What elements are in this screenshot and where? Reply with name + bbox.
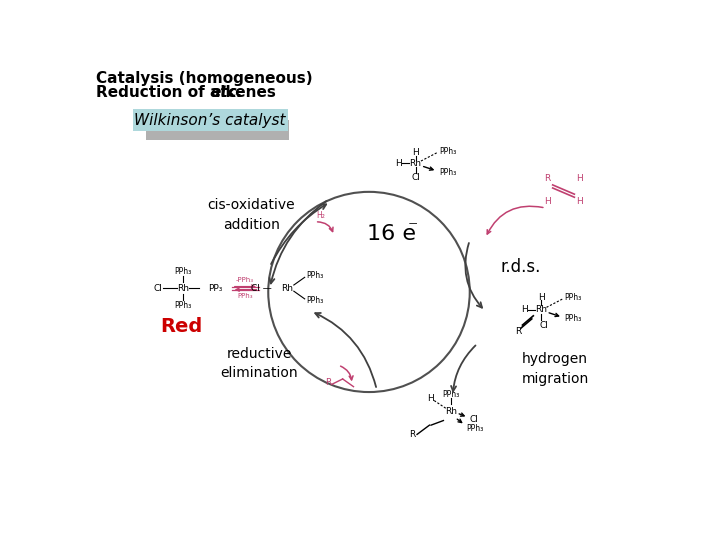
Text: H: H [577, 174, 583, 183]
Text: etc.: etc. [210, 85, 243, 100]
Text: Rh: Rh [535, 305, 547, 314]
Text: H: H [521, 305, 527, 314]
Text: Rh: Rh [282, 284, 294, 293]
Text: Red: Red [160, 317, 202, 336]
Text: Cl: Cl [469, 415, 479, 423]
Text: 16 e: 16 e [367, 224, 416, 244]
Text: reductive
elimination: reductive elimination [220, 347, 298, 380]
Text: PPh₃: PPh₃ [306, 271, 323, 280]
Text: H: H [577, 197, 583, 206]
Text: cis-oxidative
addition: cis-oxidative addition [207, 198, 295, 232]
Text: r.d.s.: r.d.s. [500, 258, 541, 275]
Text: hydrogen
migration: hydrogen migration [521, 352, 589, 386]
Text: PPh₃: PPh₃ [174, 267, 192, 275]
Text: Cl —: Cl — [251, 284, 272, 293]
Text: Wilkinson’s catalyst: Wilkinson’s catalyst [135, 113, 286, 128]
Text: -PPh₃: -PPh₃ [236, 278, 254, 284]
Text: H: H [544, 197, 551, 206]
Text: R: R [409, 430, 415, 439]
Text: H: H [395, 159, 402, 168]
Text: ⁻: ⁻ [408, 219, 418, 238]
Text: H: H [428, 395, 434, 403]
Text: H₂: H₂ [317, 211, 325, 220]
Text: Cl: Cl [154, 284, 163, 293]
Text: PPh₃: PPh₃ [174, 301, 192, 309]
Text: Rh: Rh [445, 407, 457, 416]
Text: R: R [325, 377, 332, 387]
Text: H: H [538, 293, 544, 302]
Text: R: R [544, 174, 550, 183]
Text: Rh: Rh [177, 284, 189, 293]
Text: PPh₃: PPh₃ [438, 168, 456, 177]
Text: PP₃: PP₃ [208, 284, 222, 293]
Text: Rh: Rh [410, 159, 421, 168]
Text: H: H [412, 148, 419, 157]
Text: Catalysis (homogeneous): Catalysis (homogeneous) [96, 71, 312, 86]
Text: PPh₃: PPh₃ [438, 146, 456, 156]
Text: PPh₃: PPh₃ [238, 293, 253, 299]
Text: PPh₃: PPh₃ [443, 390, 460, 399]
Text: PPh₃: PPh₃ [306, 296, 323, 305]
Text: PPh₃: PPh₃ [564, 293, 582, 302]
Text: Cl: Cl [540, 321, 549, 329]
Text: R: R [515, 327, 521, 336]
Text: Reduction of alkenes: Reduction of alkenes [96, 85, 282, 100]
Text: PPh₃: PPh₃ [564, 314, 582, 323]
FancyBboxPatch shape [132, 110, 287, 131]
Text: Cl: Cl [411, 173, 420, 182]
Text: PPh₃: PPh₃ [467, 424, 484, 433]
FancyBboxPatch shape [145, 120, 289, 140]
